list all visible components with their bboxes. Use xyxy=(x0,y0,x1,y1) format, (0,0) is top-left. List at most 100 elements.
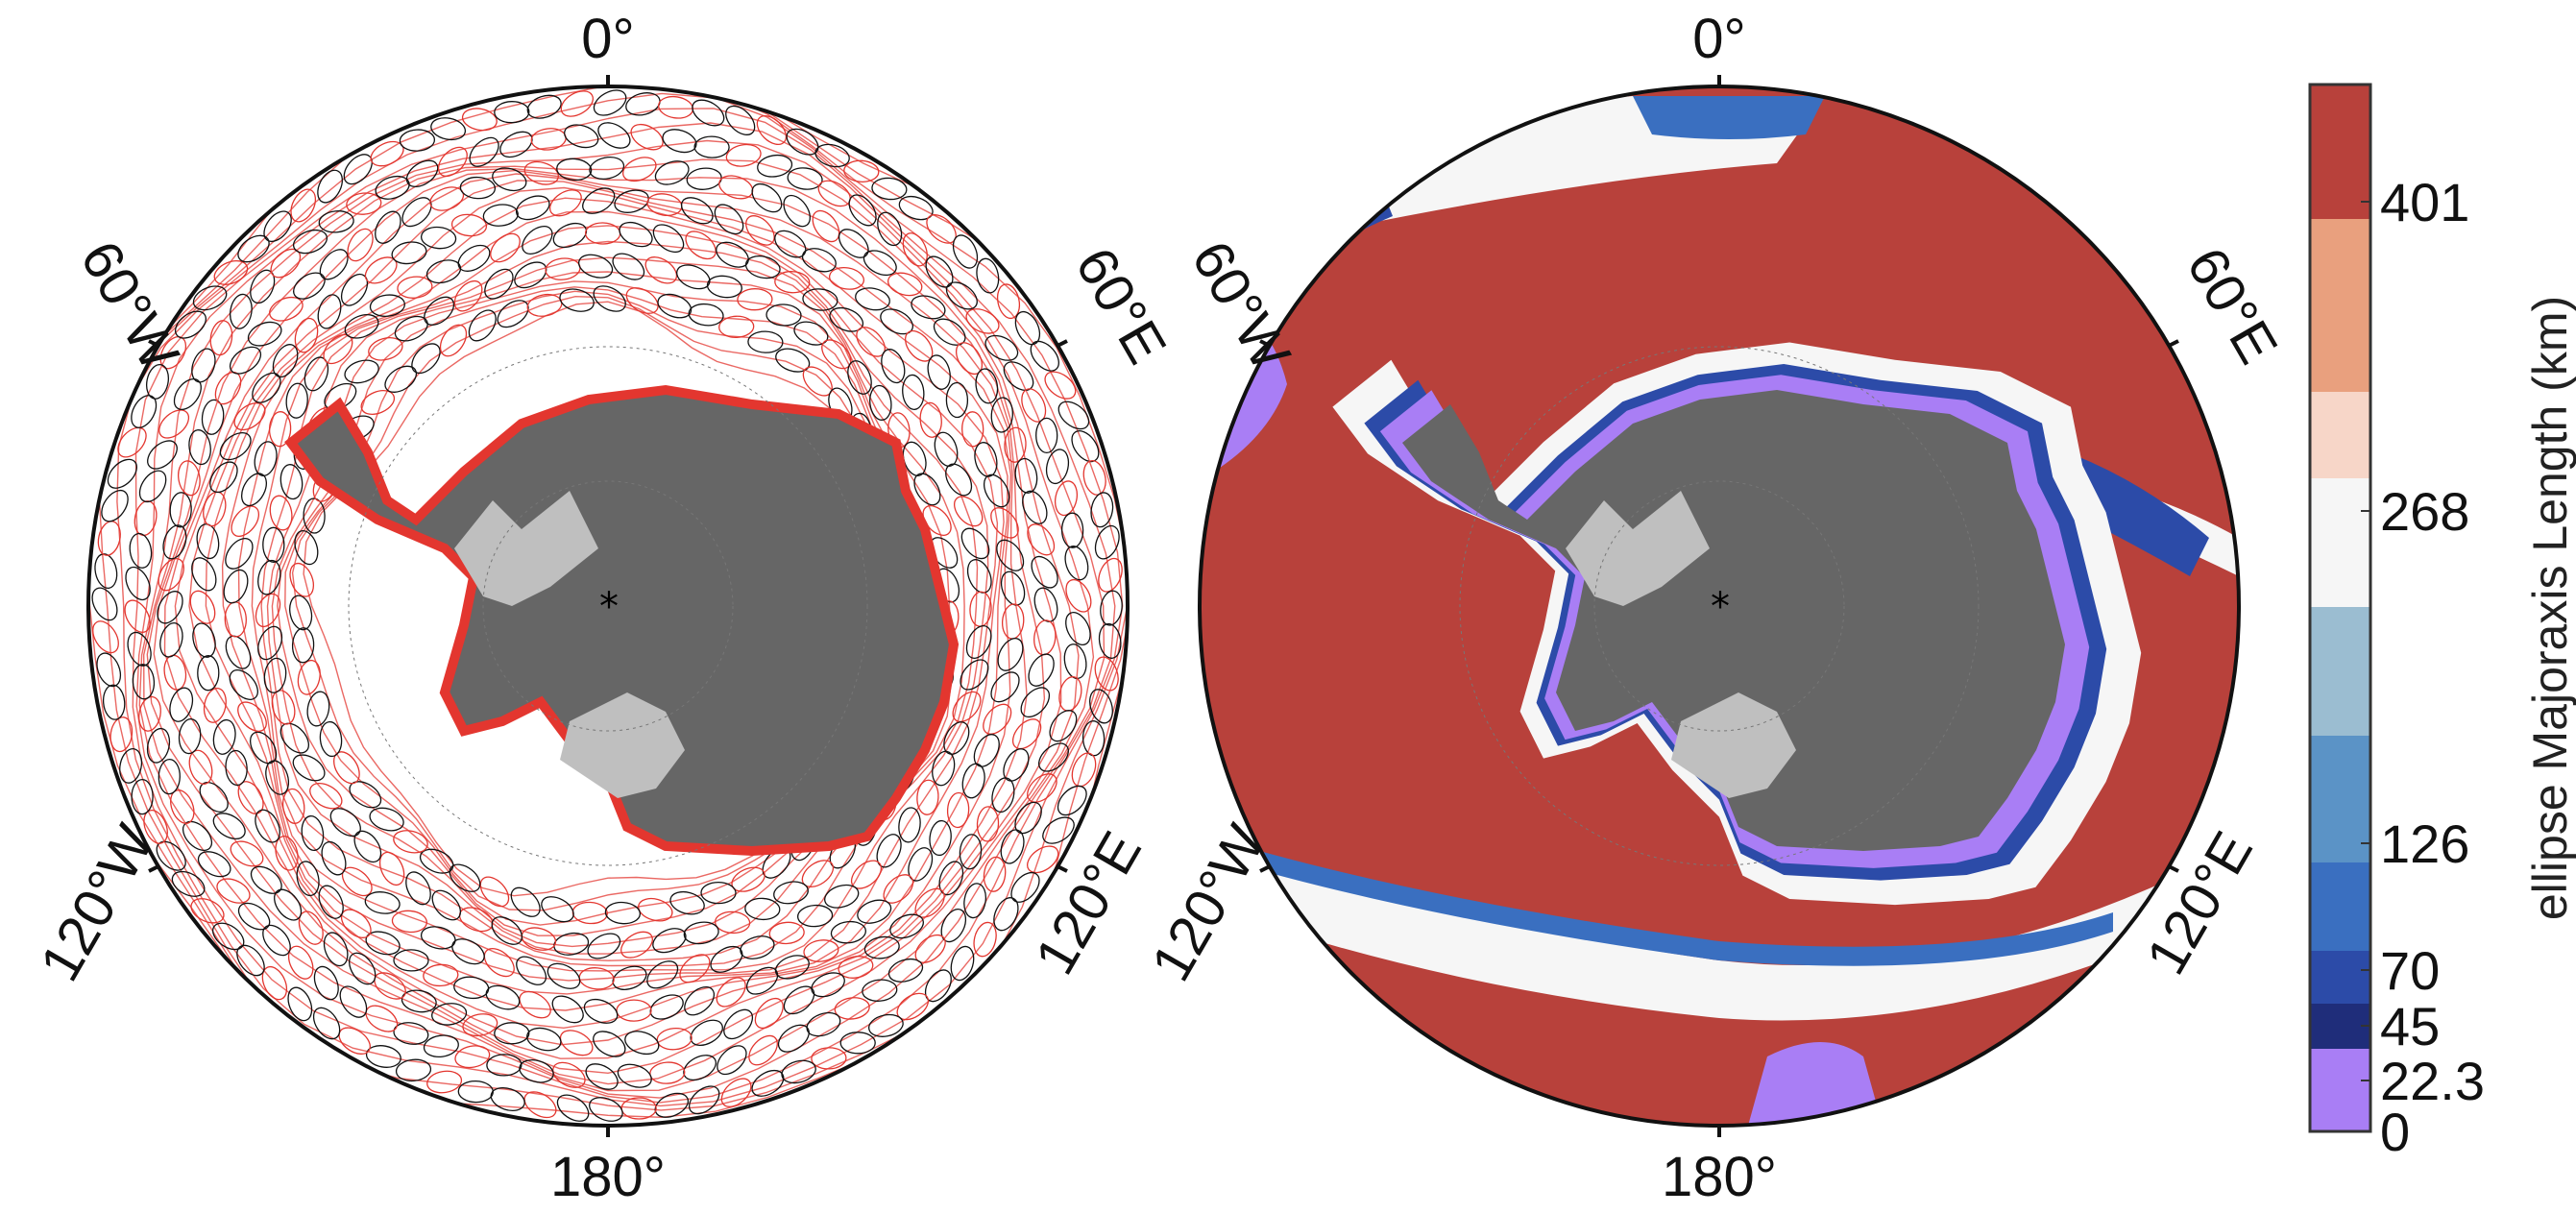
variance-ellipse xyxy=(255,809,280,843)
variance-ellipse xyxy=(1003,361,1034,391)
variance-ellipse xyxy=(285,382,308,419)
variance-ellipse xyxy=(952,234,979,269)
variance-ellipse xyxy=(902,374,925,411)
variance-ellipse xyxy=(522,226,553,255)
variance-ellipse xyxy=(976,806,1000,842)
colorbar-tick-label: 45 xyxy=(2380,996,2440,1056)
variance-ellipse xyxy=(419,848,454,874)
variance-ellipse xyxy=(869,384,892,421)
variance-ellipse xyxy=(960,659,989,691)
variance-ellipse xyxy=(290,188,317,223)
variance-ellipse xyxy=(268,411,292,448)
variance-ellipse xyxy=(983,856,1007,892)
longitude-ticks xyxy=(148,75,1068,1137)
variance-ellipse xyxy=(806,1011,841,1037)
variance-ellipse xyxy=(679,954,711,983)
variance-ellipse xyxy=(491,916,523,945)
variance-ellipse xyxy=(303,498,326,534)
variance-ellipse xyxy=(269,495,293,531)
variance-ellipse xyxy=(973,921,997,958)
variance-ellipse xyxy=(237,234,270,263)
variance-ellipse xyxy=(301,814,325,852)
variance-ellipse xyxy=(597,122,631,149)
variance-ellipse xyxy=(375,175,410,200)
variance-ellipse xyxy=(961,763,985,799)
variance-ellipse xyxy=(862,979,898,1002)
variance-ellipse xyxy=(490,1086,525,1112)
variance-ellipse xyxy=(158,558,184,592)
variance-ellipse xyxy=(117,426,147,458)
variance-ellipse xyxy=(1042,816,1075,844)
variance-ellipse xyxy=(625,287,659,314)
ellipse-field xyxy=(91,89,1123,1122)
variance-ellipse xyxy=(138,695,161,732)
variance-ellipse xyxy=(908,847,934,882)
variance-ellipse xyxy=(693,135,730,158)
variance-ellipse xyxy=(911,295,946,320)
variance-ellipse xyxy=(486,1054,522,1077)
contour-line xyxy=(174,180,1012,1030)
variance-ellipse xyxy=(1028,653,1055,687)
variance-ellipse xyxy=(898,807,921,843)
variance-ellipse xyxy=(649,994,684,1020)
variance-ellipse xyxy=(147,440,178,470)
variance-ellipse xyxy=(339,985,368,1018)
variance-ellipse xyxy=(265,760,290,795)
variance-ellipse xyxy=(1054,480,1079,517)
variance-ellipse xyxy=(811,972,845,998)
variance-ellipse xyxy=(468,309,497,342)
variance-ellipse xyxy=(247,321,282,347)
variance-ellipse xyxy=(556,1094,590,1122)
variance-ellipse xyxy=(996,283,1021,320)
variance-ellipse xyxy=(1090,492,1114,528)
variance-ellipse xyxy=(263,657,287,693)
variance-ellipse xyxy=(338,1027,371,1055)
variance-ellipse xyxy=(692,99,725,127)
variance-ellipse xyxy=(960,527,990,560)
variance-ellipse xyxy=(449,863,481,892)
variance-ellipse xyxy=(482,204,519,227)
variance-ellipse xyxy=(745,215,775,246)
variance-ellipse xyxy=(178,460,201,497)
longitude-ticks xyxy=(1259,75,2179,1137)
variance-ellipse xyxy=(940,909,967,943)
variance-ellipse xyxy=(547,962,581,989)
variance-ellipse xyxy=(102,684,126,720)
lon-label-upper-right: 60°E xyxy=(2175,237,2289,374)
contour-line xyxy=(132,108,1116,1104)
variance-ellipse xyxy=(943,721,970,755)
variance-ellipse xyxy=(191,348,216,383)
variance-ellipse xyxy=(843,159,880,182)
variance-ellipse xyxy=(143,810,168,844)
variance-ellipse xyxy=(257,559,281,595)
variance-ellipse xyxy=(1057,785,1087,816)
variance-ellipse xyxy=(269,296,304,322)
variance-ellipse xyxy=(401,197,432,228)
variance-ellipse xyxy=(317,169,344,204)
variance-ellipse xyxy=(1044,371,1077,400)
variance-ellipse xyxy=(287,945,314,980)
variance-ellipse xyxy=(973,734,1000,767)
variance-ellipse xyxy=(583,998,619,1024)
variance-ellipse xyxy=(802,288,838,311)
variance-ellipse xyxy=(889,913,924,939)
variance-ellipse xyxy=(461,108,498,132)
variance-ellipse xyxy=(391,241,427,265)
variance-ellipse xyxy=(676,264,711,290)
variance-ellipse xyxy=(551,995,584,1024)
variance-ellipse xyxy=(96,652,122,688)
variance-ellipse xyxy=(393,949,429,972)
variance-ellipse xyxy=(684,986,716,1016)
variance-ellipse xyxy=(279,464,304,500)
variance-ellipse xyxy=(814,143,850,168)
variance-ellipse xyxy=(230,293,253,329)
variance-ellipse xyxy=(397,276,433,299)
colorbar-segment xyxy=(2310,1004,2370,1049)
colorbar-frame xyxy=(2308,83,2372,1133)
variance-ellipse xyxy=(237,902,271,931)
variance-ellipse xyxy=(132,664,156,700)
variance-ellipse xyxy=(919,401,942,438)
variance-ellipse xyxy=(974,442,998,477)
